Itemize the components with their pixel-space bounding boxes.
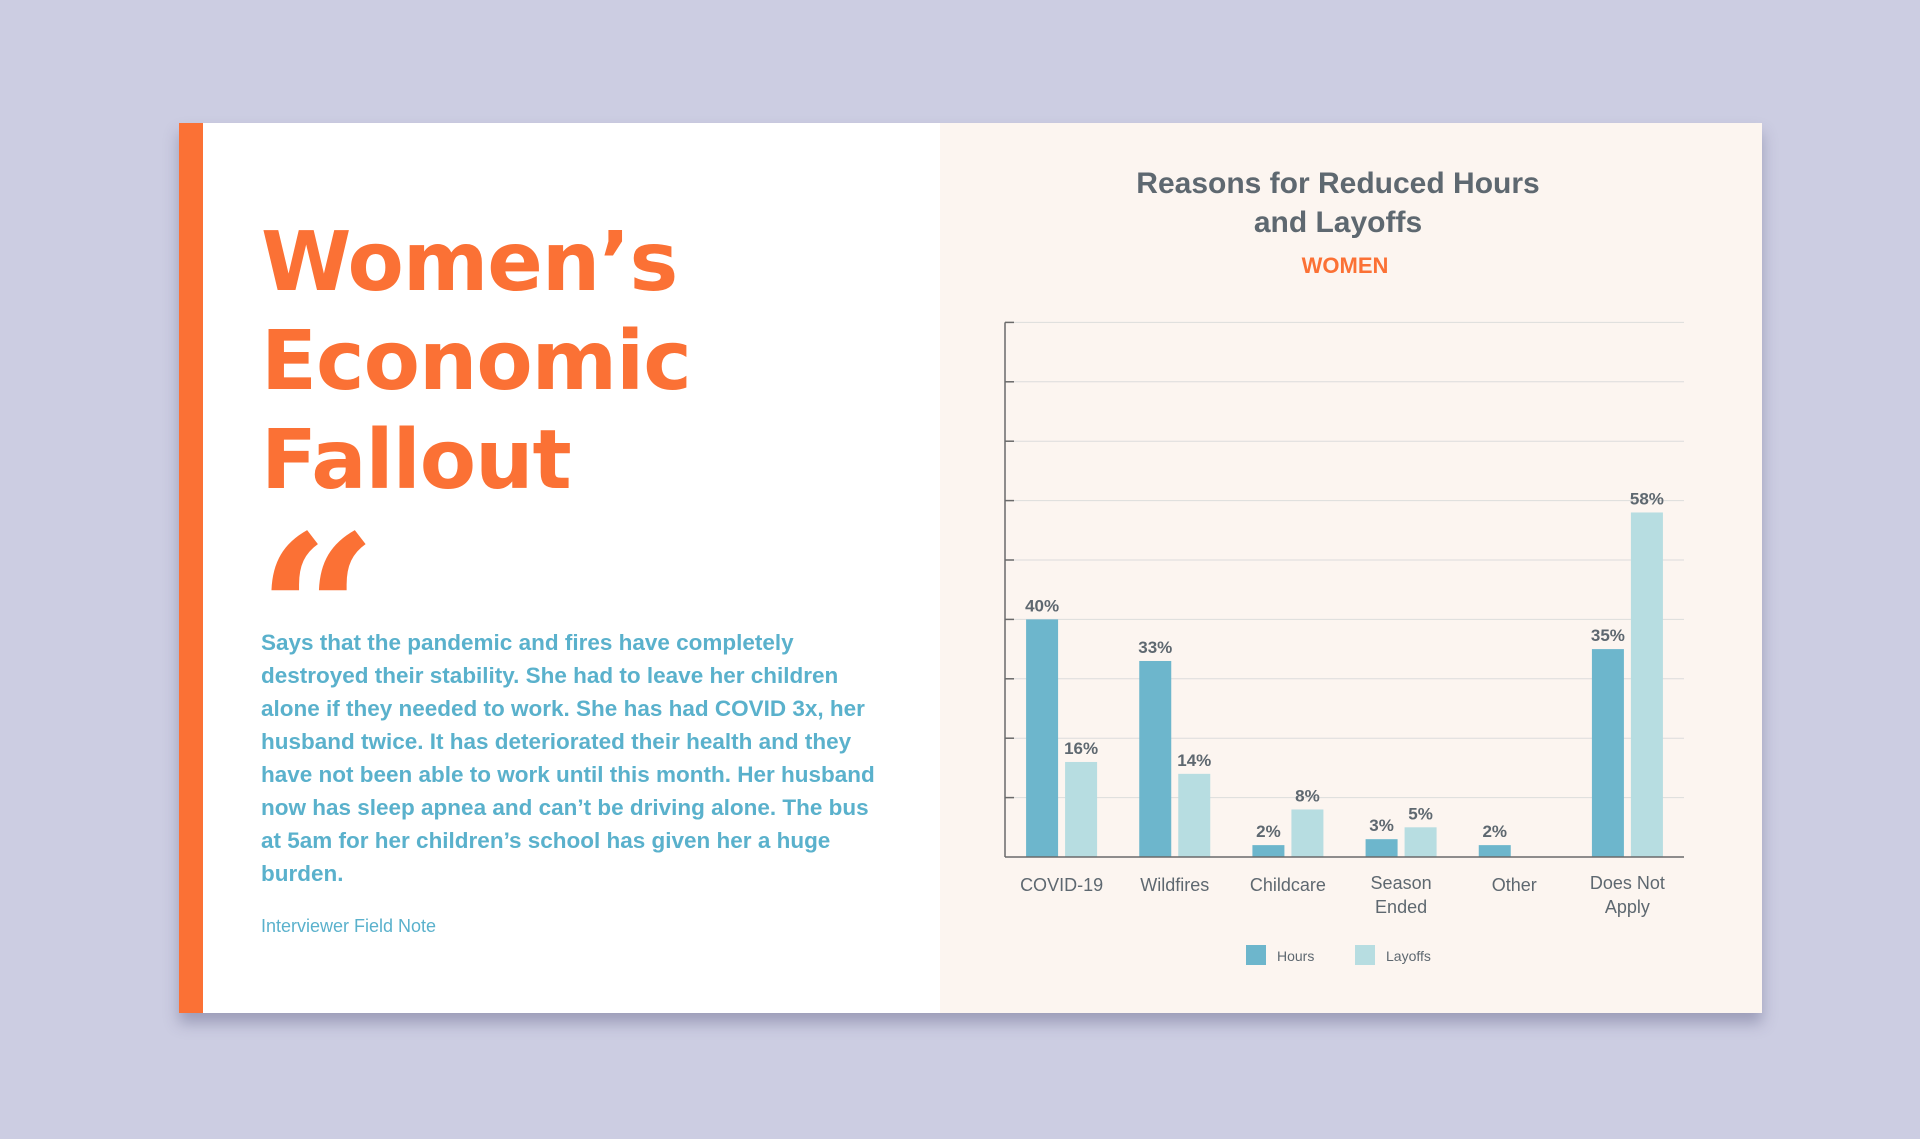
category-label-3-0: Season xyxy=(1371,873,1432,893)
bar-hours-2 xyxy=(1252,845,1285,857)
value-label-hours-2: 2% xyxy=(1256,822,1281,841)
legend: Hours Layoffs xyxy=(1246,945,1431,965)
bar-hours-5 xyxy=(1591,649,1624,857)
legend-swatch-layoffs xyxy=(1355,945,1375,965)
category-label-1-0: Wildfires xyxy=(1140,875,1209,895)
category-labels: COVID-19 Wildfires Childcare Season Ended Oth… xyxy=(1020,873,1665,917)
chart-title-line-2: and Layoffs xyxy=(1254,206,1422,239)
value-label-layoffs-5: 58% xyxy=(1630,489,1664,508)
category-label-0-0: COVID-19 xyxy=(1020,875,1103,895)
value-label-hours-3: 3% xyxy=(1369,816,1394,835)
value-label-hours-5: 35% xyxy=(1591,626,1625,645)
bars xyxy=(1026,512,1663,857)
chart-title-line-1: Reasons for Reduced Hours xyxy=(1136,167,1539,200)
bar-hours-4 xyxy=(1478,845,1511,857)
headline-line-3: Fallout xyxy=(261,413,572,508)
value-label-layoffs-3: 5% xyxy=(1408,804,1433,823)
bar-layoffs-0 xyxy=(1065,761,1098,857)
bar-hours-1 xyxy=(1139,660,1172,857)
bar-layoffs-5 xyxy=(1630,512,1663,857)
chart-panel: Reasons for Reduced Hours and Layoffs WO… xyxy=(940,123,1762,1013)
category-label-2-0: Childcare xyxy=(1250,875,1326,895)
value-label-layoffs-2: 8% xyxy=(1295,786,1320,805)
bar-layoffs-2 xyxy=(1291,809,1324,857)
bar-layoffs-1 xyxy=(1178,773,1211,857)
headline: Women’s Economic Fallout xyxy=(261,213,861,510)
category-label-5-0: Does Not xyxy=(1590,873,1665,893)
headline-line-1: Women’s xyxy=(261,215,678,310)
bar-chart: Reasons for Reduced Hours and Layoffs WO… xyxy=(1004,167,1684,965)
value-label-layoffs-1: 14% xyxy=(1177,751,1211,770)
legend-label-layoffs: Layoffs xyxy=(1386,948,1431,964)
quote-mark-icon: “ xyxy=(257,489,378,736)
bar-layoffs-3 xyxy=(1404,827,1437,857)
legend-label-hours: Hours xyxy=(1277,948,1314,964)
category-label-5-1: Apply xyxy=(1605,897,1650,917)
bar-hours-3 xyxy=(1365,839,1398,857)
value-label-layoffs-0: 16% xyxy=(1064,739,1098,758)
quote-text: Says that the pandemic and fires have co… xyxy=(261,630,875,886)
bar-hours-0 xyxy=(1026,619,1059,857)
chart-subtitle: WOMEN xyxy=(1302,253,1389,278)
value-label-hours-0: 40% xyxy=(1025,596,1059,615)
axes xyxy=(1004,321,1684,858)
headline-line-2: Economic xyxy=(261,314,692,409)
accent-bar xyxy=(179,123,203,1013)
legend-swatch-hours xyxy=(1246,945,1266,965)
quote-attribution: Interviewer Field Note xyxy=(261,916,437,936)
grid-lines xyxy=(1005,321,1684,799)
value-label-hours-1: 33% xyxy=(1138,638,1172,657)
category-label-4-0: Other xyxy=(1492,875,1537,895)
value-labels: 40% 16% 33% 14% 2% 8% 3% 5% 2% 35% 58% xyxy=(1025,489,1664,841)
value-label-hours-4: 2% xyxy=(1482,822,1507,841)
slide-card: Women’s Economic Fallout “ Says that the… xyxy=(179,123,1762,1013)
category-label-3-1: Ended xyxy=(1375,897,1427,917)
